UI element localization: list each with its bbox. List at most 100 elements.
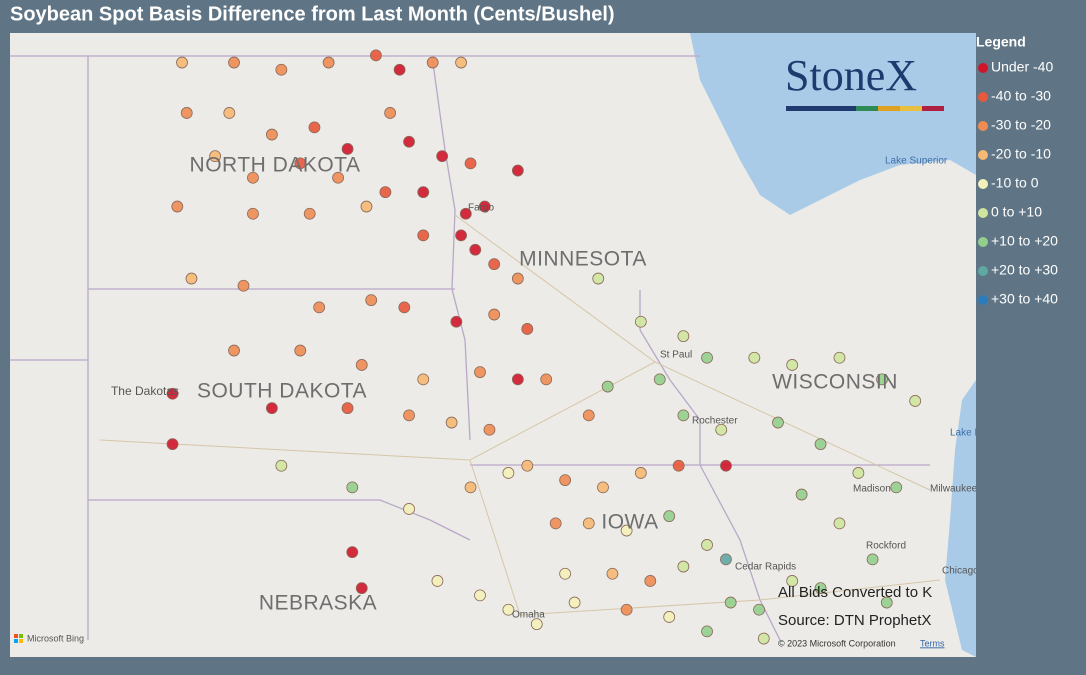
price-point — [313, 301, 326, 314]
state-label: NORTH DAKOTA — [190, 154, 361, 177]
price-point — [464, 157, 477, 170]
price-point — [426, 56, 439, 69]
price-point — [890, 481, 903, 494]
state-label: MINNESOTA — [519, 248, 647, 271]
price-point — [663, 611, 676, 623]
price-point — [720, 553, 732, 566]
legend-swatch — [978, 208, 988, 218]
city-label: Chicago — [942, 566, 979, 577]
price-point — [275, 63, 288, 76]
price-point — [455, 56, 467, 69]
price-point — [634, 467, 647, 479]
price-point — [436, 150, 449, 163]
legend-label: -30 to -20 — [991, 117, 1051, 133]
price-point — [814, 438, 827, 451]
legend-swatch — [978, 179, 988, 189]
price-point — [748, 351, 761, 364]
price-point — [469, 243, 482, 256]
price-point — [488, 258, 501, 271]
logo-bar — [786, 106, 856, 111]
price-point — [530, 618, 543, 631]
price-point — [606, 567, 619, 580]
state-label: WISCONSIN — [772, 371, 898, 394]
legend-label: Under -40 — [991, 59, 1053, 75]
price-point — [166, 387, 179, 400]
price-point — [294, 344, 307, 357]
logo-bar — [856, 106, 878, 111]
price-point — [379, 186, 392, 199]
logo-bar — [922, 106, 944, 111]
price-point — [228, 56, 240, 69]
price-point — [365, 294, 378, 307]
price-point — [403, 503, 415, 515]
bing-logo — [19, 634, 23, 638]
price-point — [909, 395, 922, 407]
price-point — [540, 373, 553, 386]
legend-label: -20 to -10 — [991, 146, 1051, 162]
legend-label: -10 to 0 — [991, 175, 1039, 191]
price-point — [653, 373, 666, 386]
logo: StoneX — [785, 51, 917, 100]
legend-title: Legend — [976, 34, 1026, 50]
price-point — [417, 186, 430, 199]
price-point — [488, 308, 501, 321]
note: Source: DTN ProphetX — [778, 612, 931, 629]
price-point — [322, 56, 335, 69]
price-point — [677, 560, 690, 573]
legend-swatch — [978, 121, 988, 131]
region-label: The Dakotas — [111, 384, 179, 398]
price-point — [171, 200, 184, 213]
map[interactable]: NORTH DAKOTA MINNESOTA SOUTH DAKOTA WISC… — [10, 33, 1014, 657]
price-point — [701, 539, 713, 551]
legend-swatch — [978, 295, 988, 305]
price-point — [786, 575, 799, 587]
price-point — [483, 423, 496, 436]
bing-logo — [14, 639, 18, 643]
price-point — [275, 459, 288, 472]
water-label: Lake Michigan — [950, 428, 1014, 439]
price-point — [417, 373, 430, 386]
price-point — [597, 481, 609, 494]
price-point — [559, 567, 572, 580]
legend-swatch — [978, 237, 988, 247]
legend-label: -40 to -30 — [991, 88, 1051, 104]
price-point — [724, 596, 737, 609]
price-point — [852, 467, 865, 479]
city-label: Omaha — [512, 610, 545, 621]
price-point — [308, 121, 321, 134]
city-label: St Paul — [660, 350, 692, 361]
price-point — [247, 207, 259, 220]
price-point — [634, 315, 647, 328]
price-point — [223, 107, 236, 119]
price-point — [346, 546, 359, 559]
lake-michigan — [945, 380, 976, 657]
price-point — [866, 553, 879, 566]
price-point — [795, 488, 808, 501]
price-point — [672, 459, 685, 472]
price-point — [677, 409, 690, 422]
city-label: Fargo — [468, 203, 495, 214]
legend-label: +30 to +40 — [991, 291, 1058, 307]
legend: Under -40 -40 to -30 -30 to -20 -20 to -10 -… — [978, 59, 1058, 307]
price-point — [431, 575, 444, 587]
price-point — [403, 135, 415, 148]
price-point — [582, 517, 595, 530]
logo-bar — [900, 106, 922, 111]
price-point — [568, 596, 581, 609]
price-point — [474, 366, 486, 379]
price-point — [265, 402, 278, 415]
price-point — [332, 171, 345, 184]
price-point — [620, 603, 633, 616]
price-point — [644, 575, 657, 587]
bing-logo — [14, 634, 18, 638]
price-point — [417, 229, 430, 242]
city-label: Milwaukee — [930, 484, 978, 495]
price-point — [341, 402, 354, 415]
price-point — [677, 330, 690, 343]
price-point — [185, 272, 198, 285]
price-point — [450, 315, 463, 328]
price-point — [814, 582, 827, 595]
terms-link[interactable]: Terms — [920, 638, 945, 648]
price-point — [265, 128, 278, 141]
price-point — [384, 107, 397, 119]
